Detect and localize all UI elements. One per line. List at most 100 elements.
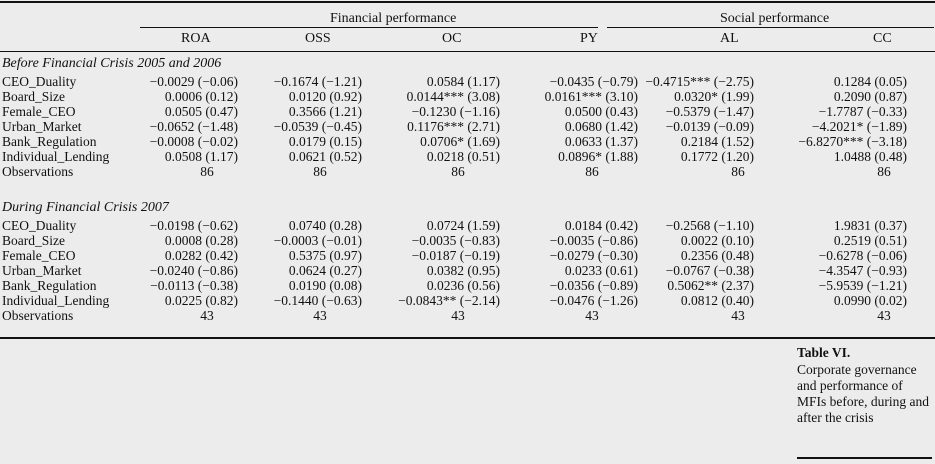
table-cell-al: 0.2356 (0.48)	[680, 248, 754, 263]
table-cell-cc: −1.7787 (−0.33)	[818, 104, 907, 119]
table-cell-roa: 86	[200, 164, 214, 179]
row-label: Board_Size	[2, 233, 65, 248]
table-cell-py: 0.0633 (1.37)	[564, 134, 638, 149]
table-cell-al: −0.5379 (−1.47)	[665, 104, 754, 119]
table-cell-cc: −0.6278 (−0.06)	[818, 248, 907, 263]
table-cell-roa: 0.0508 (1.17)	[164, 149, 238, 164]
table-row: Board_Size 0.0008 (0.28) −0.0003 (−0.01) −0…	[0, 233, 935, 249]
row-label: Bank_Regulation	[2, 134, 97, 149]
table-cell-oc: −0.0187 (−0.19)	[411, 248, 500, 263]
column-header-py: PY	[580, 31, 598, 46]
table-cell-roa: −0.0652 (−1.48)	[149, 119, 238, 134]
table-cell-al: −0.4715*** (−2.75)	[645, 74, 754, 89]
header-rule	[0, 51, 935, 52]
table-cell-oc: 0.0706* (1.69)	[420, 134, 500, 149]
table-cell-py: 0.0896* (1.88)	[558, 149, 638, 164]
table-cell-cc: −5.9539 (−1.21)	[818, 278, 907, 293]
row-label: Female_CEO	[2, 104, 76, 119]
table-cell-oss: 0.0179 (0.15)	[288, 134, 362, 149]
row-label: Urban_Market	[2, 263, 82, 278]
table-cell-oss: 0.0740 (0.28)	[288, 218, 362, 233]
bottom-rule	[0, 337, 935, 339]
table-cell-oc: −0.0843** (−2.14)	[398, 293, 500, 308]
table-cell-cc: 0.0990 (0.02)	[833, 293, 907, 308]
table-row: Individual_Lending 0.0225 (0.82) −0.1440 (…	[0, 293, 935, 309]
table-cell-roa: 0.0505 (0.47)	[164, 104, 238, 119]
group-header-social: Social performance	[720, 11, 830, 26]
table-cell-al: 0.0022 (0.10)	[680, 233, 754, 248]
caption-text: Corporate governance and performance of …	[797, 362, 929, 425]
table-cell-oss: 0.3566 (1.21)	[288, 104, 362, 119]
observations-row: Observations 86 86 86 86 86 86	[0, 164, 935, 180]
caption-rule	[797, 457, 932, 459]
section-title: During Financial Crisis 2007	[2, 200, 169, 215]
row-label: CEO_Duality	[2, 218, 77, 233]
table-cell-py: 0.0161*** (3.10)	[544, 89, 638, 104]
table-cell-py: 86	[585, 164, 599, 179]
table-row: CEO_Duality −0.0029 (−0.06) −0.1674 (−1.21…	[0, 74, 935, 90]
table-cell-oc: 0.0724 (1.59)	[426, 218, 500, 233]
table-cell-roa: 0.0282 (0.42)	[164, 248, 238, 263]
row-label: Bank_Regulation	[2, 278, 97, 293]
row-label: Observations	[2, 164, 74, 179]
table-cell-roa: −0.0008 (−0.02)	[149, 134, 238, 149]
table-cell-py: −0.0356 (−0.89)	[549, 278, 638, 293]
table-cell-cc: −4.3547 (−0.93)	[818, 263, 907, 278]
table-cell-cc: 0.2519 (0.51)	[833, 233, 907, 248]
table-cell-oss: −0.1674 (−1.21)	[273, 74, 362, 89]
table-caption: Table VI. Corporate governance and perfo…	[797, 345, 932, 426]
table-row: Female_CEO 0.0282 (0.42) 0.5375 (0.97) −0.0…	[0, 248, 935, 264]
table-row: Urban_Market −0.0240 (−0.86) 0.0624 (0.27)…	[0, 263, 935, 279]
table-row: CEO_Duality −0.0198 (−0.62) 0.0740 (0.28) 0…	[0, 218, 935, 234]
table-cell-oss: −0.0539 (−0.45)	[273, 119, 362, 134]
group-header-financial: Financial performance	[330, 11, 457, 26]
row-label: CEO_Duality	[2, 74, 77, 89]
table-cell-cc: 1.0488 (0.48)	[833, 149, 907, 164]
table-cell-oss: 43	[313, 308, 327, 323]
table-cell-py: 43	[585, 308, 599, 323]
table-cell-oss: 0.5375 (0.97)	[288, 248, 362, 263]
table-cell-oss: 86	[313, 164, 327, 179]
table-cell-roa: −0.0198 (−0.62)	[149, 218, 238, 233]
column-header-oss: OSS	[305, 31, 331, 46]
social-group-rule	[607, 27, 934, 28]
table-row: Bank_Regulation −0.0113 (−0.38) 0.0190 (0.…	[0, 278, 935, 294]
table-cell-cc: 43	[877, 308, 891, 323]
table-cell-py: 0.0500 (0.43)	[564, 104, 638, 119]
table-cell-cc: −4.2021* (−1.89)	[811, 119, 907, 134]
table-cell-oc: 0.0144*** (3.08)	[406, 89, 500, 104]
table-cell-oc: 0.0382 (0.95)	[426, 263, 500, 278]
table-cell-cc: 86	[877, 164, 891, 179]
table-cell-al: −0.2568 (−1.10)	[665, 218, 754, 233]
table-cell-oss: −0.0003 (−0.01)	[273, 233, 362, 248]
table-cell-py: −0.0279 (−0.30)	[549, 248, 638, 263]
column-header-cc: CC	[873, 31, 892, 46]
row-label: Board_Size	[2, 89, 65, 104]
table-row: Bank_Regulation −0.0008 (−0.02) 0.0179 (0.…	[0, 134, 935, 150]
table-cell-oc: 43	[451, 308, 465, 323]
table-cell-oc: 0.0236 (0.56)	[426, 278, 500, 293]
section-title: Before Financial Crisis 2005 and 2006	[2, 56, 222, 71]
observations-row: Observations 43 43 43 43 43 43	[0, 308, 935, 324]
table-cell-oc: 0.1176*** (2.71)	[407, 119, 500, 134]
table-cell-oc: 0.0584 (1.17)	[426, 74, 500, 89]
table-row: Female_CEO 0.0505 (0.47) 0.3566 (1.21) −0.1…	[0, 104, 935, 120]
table-cell-al: −0.0139 (−0.09)	[665, 119, 754, 134]
column-header-roa: ROA	[181, 31, 211, 46]
table-cell-py: −0.0035 (−0.86)	[549, 233, 638, 248]
table-cell-roa: −0.0113 (−0.38)	[150, 278, 238, 293]
table-cell-cc: 0.1284 (0.05)	[833, 74, 907, 89]
table-cell-al: −0.0767 (−0.38)	[665, 263, 754, 278]
table-cell-roa: 43	[200, 308, 214, 323]
table-cell-al: 86	[731, 164, 745, 179]
table-cell-oss: 0.0190 (0.08)	[288, 278, 362, 293]
table-cell-oss: 0.0621 (0.52)	[288, 149, 362, 164]
table-cell-py: 0.0233 (0.61)	[564, 263, 638, 278]
table-cell-oss: 0.0120 (0.92)	[288, 89, 362, 104]
table-row: Board_Size 0.0006 (0.12) 0.0120 (0.92) 0.01…	[0, 89, 935, 105]
table-cell-oss: 0.0624 (0.27)	[288, 263, 362, 278]
table-cell-py: 0.0184 (0.42)	[564, 218, 638, 233]
row-label: Individual_Lending	[2, 149, 110, 164]
table-cell-cc: 1.9831 (0.37)	[833, 218, 907, 233]
table-cell-al: 0.1772 (1.20)	[680, 149, 754, 164]
